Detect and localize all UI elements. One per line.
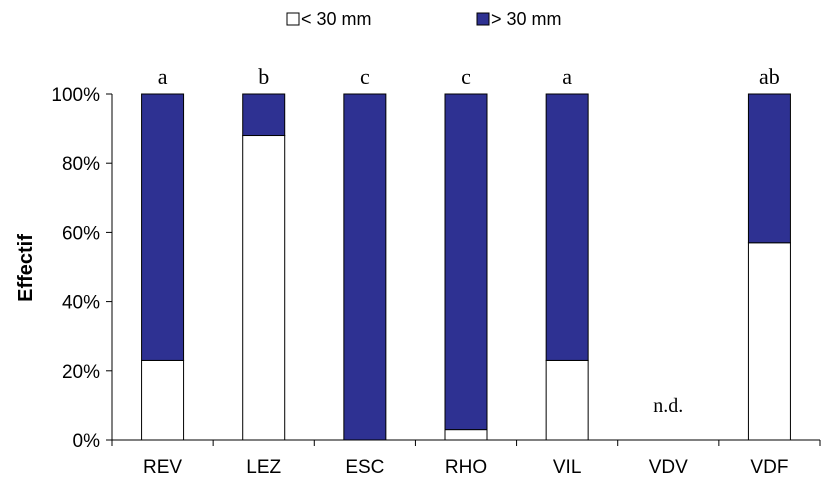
x-tick-label-esc: ESC [345, 457, 384, 478]
bar-rev-series-2 [141, 93, 185, 361]
group-label-rho: c [461, 64, 471, 89]
bar-rho-series-1 [444, 429, 488, 441]
bar-esc-series-2 [343, 93, 387, 441]
bar-rev-series-1 [141, 359, 185, 441]
bar-vdf-series-1 [747, 242, 791, 441]
bars [141, 93, 791, 441]
x-axis: REV LEZ ESC RHO VIL VDV VDF [111, 439, 821, 478]
legend-label-1: < 30 mm [301, 9, 372, 29]
legend-swatch-1 [286, 12, 300, 26]
group-label-esc: c [360, 64, 370, 89]
bar-lez-series-1 [242, 135, 286, 441]
annotation-vdv: n.d. [653, 395, 683, 417]
y-tick-label: 60% [62, 223, 100, 244]
group-label-vil: a [562, 64, 572, 89]
group-label-lez: b [258, 64, 269, 89]
x-tick-label-vdf: VDF [750, 457, 788, 478]
bar-rho-series-2 [444, 93, 488, 431]
x-tick-label-lez: LEZ [246, 457, 281, 478]
y-axis-label: Effectif [15, 234, 37, 302]
group-label-vdf: ab [759, 64, 780, 89]
bar-vdf-series-2 [747, 93, 791, 244]
bar-labels: a b c c a abn.d. [158, 64, 780, 417]
y-tick-label: 20% [62, 362, 100, 383]
y-axis: 0% 20% 40% 60% 80% 100% [51, 85, 113, 452]
x-tick-label-vil: VIL [553, 457, 582, 478]
x-tick-label-rev: REV [143, 457, 182, 478]
bar-lez-series-2 [242, 93, 286, 137]
bar-vil-series-2 [545, 93, 589, 361]
legend: < 30 mm > 30 mm [286, 9, 562, 29]
bar-vil-series-1 [545, 359, 589, 441]
y-tick-label: 100% [51, 85, 100, 106]
legend-swatch-2 [476, 12, 490, 26]
y-tick-label: 40% [62, 293, 100, 314]
legend-label-2: > 30 mm [491, 9, 562, 29]
group-label-rev: a [158, 64, 168, 89]
y-tick-label: 0% [73, 431, 101, 452]
y-tick-label: 80% [62, 154, 100, 175]
x-tick-label-rho: RHO [445, 457, 487, 478]
x-tick-label-vdv: VDV [649, 457, 688, 478]
